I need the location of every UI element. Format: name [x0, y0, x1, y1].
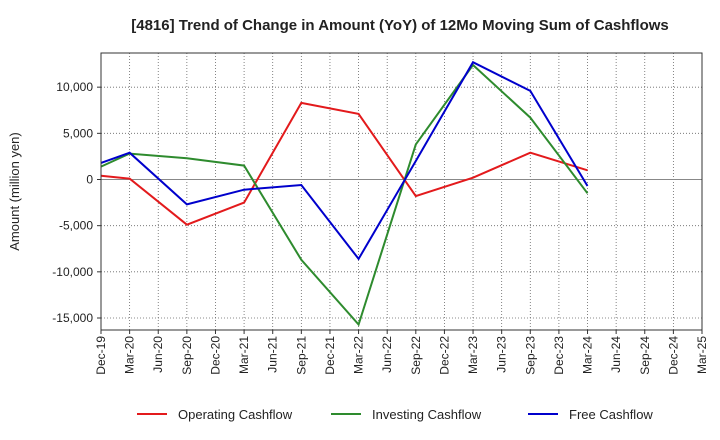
legend: Operating Cashflow Investing Cashflow Free…: [137, 407, 653, 422]
y-tick-label: 5,000: [63, 126, 93, 140]
x-tick-label: Jun-20: [151, 336, 165, 373]
legend-label-investing-cashflow: Investing Cashflow: [372, 407, 482, 422]
y-tick-label: -15,000: [52, 311, 93, 325]
x-tick-label: Mar-23: [466, 336, 480, 374]
y-axis-label: Amount (million yen): [7, 132, 22, 251]
x-tick-label: Jun-21: [266, 336, 280, 373]
legend-label-operating-cashflow: Operating Cashflow: [178, 407, 293, 422]
y-tick-label: 10,000: [56, 80, 93, 94]
x-tick-label: Jun-22: [380, 336, 394, 373]
x-tick-label: Dec-23: [552, 336, 566, 375]
y-tick-label: 0: [86, 172, 93, 186]
x-tick-label: Jun-24: [609, 336, 623, 373]
x-tick-label: Dec-20: [208, 336, 222, 375]
legend-label-free-cashflow: Free Cashflow: [569, 407, 653, 422]
x-tick-label: Mar-24: [581, 336, 595, 374]
x-tick-label: Sep-21: [294, 336, 308, 375]
chart-title: [4816] Trend of Change in Amount (YoY) o…: [131, 17, 669, 34]
x-tick-label: Dec-22: [437, 336, 451, 375]
x-tick-label: Mar-21: [237, 336, 251, 374]
free-cashflow-line: [100, 60, 589, 261]
x-tick-label: Dec-19: [94, 336, 108, 375]
x-tick-label: Sep-20: [180, 336, 194, 375]
x-tick-label: Sep-24: [638, 336, 652, 375]
y-axis-ticks: 10,000 5,000 0 -5,000 -10,000 -15,000: [52, 80, 101, 325]
x-tick-label: Dec-21: [323, 336, 337, 375]
x-tick-label: Mar-25: [695, 336, 709, 374]
x-axis-ticks: Dec-19 Mar-20 Jun-20 Sep-20 Dec-20 Mar-21 Jun-…: [94, 330, 709, 375]
x-tick-label: Sep-23: [523, 336, 537, 375]
y-tick-label: -5,000: [59, 219, 93, 233]
x-tick-label: Sep-22: [409, 336, 423, 375]
investing-cashflow-line: [100, 63, 589, 327]
x-tick-label: Mar-22: [352, 336, 366, 374]
series-lines: [100, 60, 589, 327]
x-tick-label: Mar-20: [123, 336, 137, 374]
x-tick-label: Dec-24: [666, 336, 680, 375]
grid: [101, 53, 702, 330]
x-tick-label: Jun-23: [495, 336, 509, 373]
operating-cashflow-line: [100, 101, 588, 226]
plot-frame: [100, 52, 703, 331]
y-tick-label: -10,000: [52, 265, 93, 279]
